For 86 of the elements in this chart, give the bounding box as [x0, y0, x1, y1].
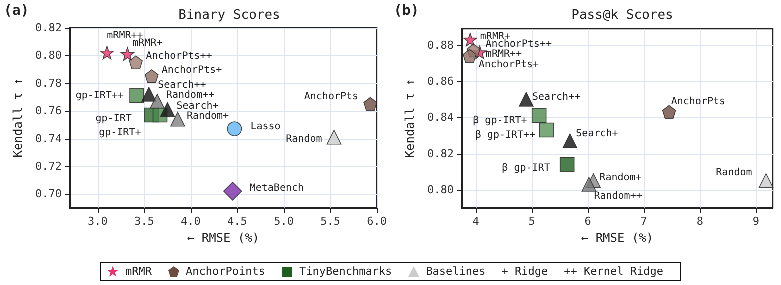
point	[462, 49, 477, 64]
point	[758, 173, 774, 188]
annotation: Random++	[166, 90, 215, 101]
y-tick-label: 0.82	[36, 22, 62, 34]
y-tick-label: 0.76	[36, 104, 62, 118]
point	[326, 130, 342, 145]
point	[160, 102, 176, 118]
x-axis-title: ← RMSE (%)	[581, 231, 654, 245]
point	[227, 122, 242, 136]
x-tick-label: 5.5	[320, 215, 340, 228]
x-tick-label: 3.5	[134, 215, 154, 228]
annotation: MetaBench	[250, 182, 304, 194]
annotation: Search++	[158, 80, 206, 91]
annotation: mRMR++	[486, 49, 522, 60]
y-tick-label: 0.78	[36, 76, 62, 90]
legend-label: TinyBenchmarks	[299, 265, 392, 278]
legend-label: AnchorPoints	[186, 265, 266, 278]
text: (a)	[4, 3, 30, 19]
point	[562, 134, 578, 148]
y-tick-label: 0.88	[428, 38, 454, 52]
point	[144, 70, 159, 84]
x-tick-label: 9	[752, 215, 760, 228]
point	[150, 94, 165, 109]
y-tick-label: 0.84	[428, 111, 454, 124]
x-tick-label: 5	[528, 215, 536, 228]
y-tick-label: 0.72	[36, 160, 62, 173]
point	[464, 32, 478, 47]
point	[130, 88, 144, 104]
point	[532, 108, 547, 124]
text: ++ Kernel Ridge	[564, 265, 664, 278]
x-tick-label: 6.0	[367, 215, 388, 228]
x-axis-title: ← RMSE (%)	[187, 231, 260, 245]
annotation: β gp-IRT++	[475, 130, 536, 141]
x-tick-label: 4	[472, 215, 480, 228]
annotation: AnchorPts++	[146, 51, 212, 62]
x-tick-label: 7	[640, 215, 648, 228]
point	[120, 47, 135, 62]
annotation: Random	[286, 134, 322, 145]
annotation: β gp-IRT+	[473, 115, 528, 126]
x-tick-label: 6	[584, 215, 592, 228]
annotation: gp-IRT	[96, 114, 132, 125]
legend-label: mRMR	[125, 265, 152, 278]
annotation: Search+	[176, 101, 219, 112]
legend-label: Baselines	[426, 265, 486, 278]
y-tick-label: 0.74	[36, 132, 62, 146]
x-tick-label: 5.0	[274, 215, 294, 228]
annotation: gp-IRT++	[76, 90, 124, 102]
y-tick-label: 0.80	[428, 183, 454, 196]
point	[142, 87, 156, 102]
x-tick-label: 3.0	[88, 215, 108, 228]
annotation: Random	[716, 167, 752, 178]
point	[100, 46, 114, 60]
point	[662, 105, 676, 120]
annotation: Random++	[594, 190, 642, 202]
annotation: AnchorPts+	[162, 64, 222, 76]
y-tick-label: 0.80	[36, 49, 62, 62]
text: (b)	[394, 3, 420, 19]
y-axis-title: Kendall τ ↑	[11, 78, 25, 158]
text: + Ridge	[502, 265, 548, 278]
annotation: gp-IRT+	[99, 128, 142, 139]
point	[129, 56, 143, 70]
point	[582, 177, 597, 192]
annotation: β gp-IRT	[502, 163, 550, 174]
chart-title: Pass@k Scores	[572, 8, 674, 23]
annotation: Random+	[186, 110, 230, 122]
y-tick-label: 0.82	[428, 147, 454, 160]
point	[364, 97, 378, 112]
x-tick-label: 8	[696, 215, 704, 228]
y-tick-label: 0.70	[36, 188, 62, 201]
point	[223, 182, 242, 201]
point	[539, 122, 554, 138]
annotation: AnchorPts+	[478, 60, 540, 71]
annotation: Lasso	[250, 122, 281, 133]
annotation: AnchorPts	[671, 96, 726, 108]
y-axis-title: Kendall τ ↑	[403, 78, 417, 158]
x-tick-label: 4.0	[181, 215, 201, 228]
annotation: AnchorPts	[304, 92, 359, 103]
x-tick-label: 4.5	[228, 215, 248, 228]
point	[560, 157, 575, 172]
point	[170, 112, 186, 127]
annotation: Search++	[532, 92, 581, 104]
annotation: Search+	[576, 128, 618, 140]
chart-title: Binary Scores	[178, 8, 280, 23]
point	[519, 92, 534, 107]
y-tick-label: 0.86	[428, 74, 454, 88]
annotation: Random+	[600, 172, 642, 184]
